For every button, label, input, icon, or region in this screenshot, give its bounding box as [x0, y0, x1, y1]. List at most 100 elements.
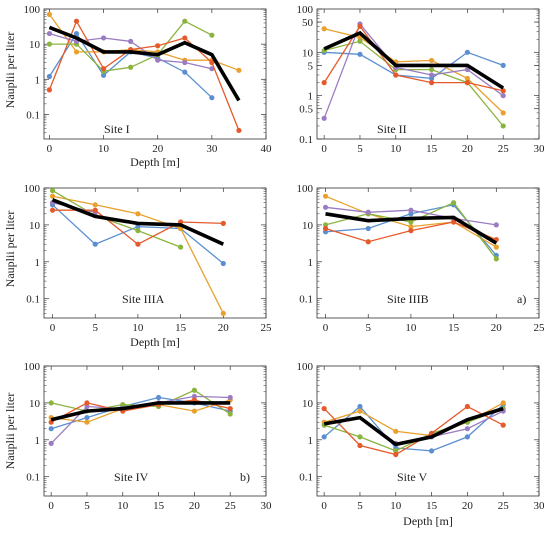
series-point-3: [209, 32, 215, 38]
y-tick-label: 0.5: [299, 104, 313, 116]
x-tick-label: 25: [261, 322, 273, 334]
series-point-5: [321, 406, 327, 412]
y-tick-label: 100: [24, 183, 41, 195]
y-axis-label: Nauplii per liter: [3, 211, 17, 288]
x-tick-label: 0: [323, 322, 329, 334]
series-point-3: [46, 41, 53, 47]
site-label: Site V: [397, 470, 427, 484]
x-axis-label: Depth [m]: [130, 155, 180, 169]
y-tick-label: 100: [297, 361, 314, 373]
series-point-5: [135, 241, 141, 247]
series-point-5: [49, 207, 56, 213]
x-tick-label: 20: [462, 500, 474, 512]
y-tick-label: 1: [35, 257, 41, 269]
series-point-4: [464, 426, 470, 432]
plot-frame: [316, 365, 540, 497]
series-point-4: [408, 207, 414, 213]
x-tick-label: 15: [153, 500, 165, 512]
series-point-3: [322, 222, 329, 228]
site-label: Site IIIB: [387, 292, 429, 306]
series-point-1: [220, 260, 226, 267]
site-label: Site IIIA: [122, 292, 165, 306]
x-tick-label: 20: [152, 143, 164, 155]
series-point-5: [408, 228, 414, 234]
y-tick-label: 10: [302, 47, 314, 59]
x-tick-label: 20: [462, 143, 474, 155]
plot-frame: [316, 8, 540, 140]
series-point-5: [322, 225, 329, 232]
x-tick-label: 15: [175, 322, 187, 334]
series-point-5: [46, 87, 53, 93]
series-point-2: [236, 67, 242, 73]
x-tick-label: 5: [92, 322, 98, 334]
series-point-5: [365, 239, 371, 245]
series-point-4: [155, 57, 161, 63]
series-point-2: [84, 419, 90, 425]
series-point-4: [321, 115, 327, 121]
y-tick-label: 0.1: [26, 109, 40, 121]
series-point-2: [46, 11, 53, 18]
series-point-5: [357, 442, 363, 449]
series-point-4: [84, 403, 90, 410]
series-point-3: [227, 411, 233, 417]
series-point-2: [464, 75, 470, 82]
mean-line: [51, 198, 225, 246]
plot-frame: [43, 365, 267, 497]
series-point-3: [451, 200, 457, 206]
x-tick-label: 30: [534, 500, 546, 512]
series-point-2: [493, 244, 499, 250]
series-point-4: [100, 35, 107, 41]
x-tick-label: 5: [357, 143, 363, 155]
series-point-5: [100, 66, 107, 72]
panel-tag: a): [517, 292, 526, 306]
x-tick-label: 10: [390, 143, 402, 155]
series-line-5: [323, 405, 504, 456]
x-tick-label: 20: [189, 500, 201, 512]
plot-area: [46, 11, 242, 134]
plot-area: [49, 188, 226, 316]
series-line-4: [323, 22, 504, 119]
series-point-1: [73, 30, 80, 37]
y-tick-label: 0.1: [299, 134, 313, 146]
series-point-5: [464, 80, 470, 86]
panel-6: 0 5 10 15 20 25 30 0.1 1 10 100 Site V Depth [m]: [297, 361, 546, 528]
y-tick-label: 100: [24, 4, 41, 16]
series-point-3: [178, 244, 184, 250]
series-point-5: [500, 88, 506, 94]
series-point-2: [500, 400, 506, 406]
series-point-4: [500, 93, 506, 99]
y-tick-label: 100: [297, 4, 314, 16]
x-tick-label: 5: [84, 500, 90, 512]
plot-area: [321, 400, 506, 458]
series-point-5: [155, 43, 161, 49]
y-tick-label: 10: [302, 398, 314, 410]
series-point-1: [428, 448, 435, 454]
x-tick-label: 5: [365, 322, 371, 334]
series-point-2: [393, 428, 399, 434]
mean-line: [325, 212, 498, 245]
series-point-4: [182, 59, 188, 66]
series-point-5: [451, 219, 457, 225]
panel-5: 0 5 10 15 20 25 30 0.1 1 10 100 Site IV b) Nauplii pe…: [3, 361, 272, 512]
x-tick-label: 0: [321, 500, 327, 512]
series-point-5: [236, 127, 242, 134]
plot-frame: [43, 8, 267, 140]
series-point-3: [128, 64, 134, 70]
series-point-4: [128, 38, 134, 44]
x-tick-label: 5: [357, 500, 363, 512]
x-tick-label: 20: [491, 322, 503, 334]
series-point-5: [84, 400, 90, 406]
y-tick-label: 10: [29, 39, 41, 51]
panel-tag: b): [240, 470, 250, 484]
panel-4: 0 5 10 15 20 25 0.1 1 10 100 Site IIIB a): [297, 183, 546, 334]
series-point-3: [191, 387, 197, 393]
series-point-2: [357, 408, 363, 414]
x-tick-label: 25: [225, 500, 237, 512]
panel-1: 0 10 20 30 40 0.1 1 10 100 Site I Nauplii per lite…: [3, 4, 272, 169]
y-tick-label: 0.1: [26, 294, 40, 306]
y-tick-label: 10: [29, 220, 41, 232]
y-tick-label: 5: [308, 60, 314, 72]
y-tick-label: 50: [302, 17, 314, 29]
series-point-3: [500, 123, 506, 129]
